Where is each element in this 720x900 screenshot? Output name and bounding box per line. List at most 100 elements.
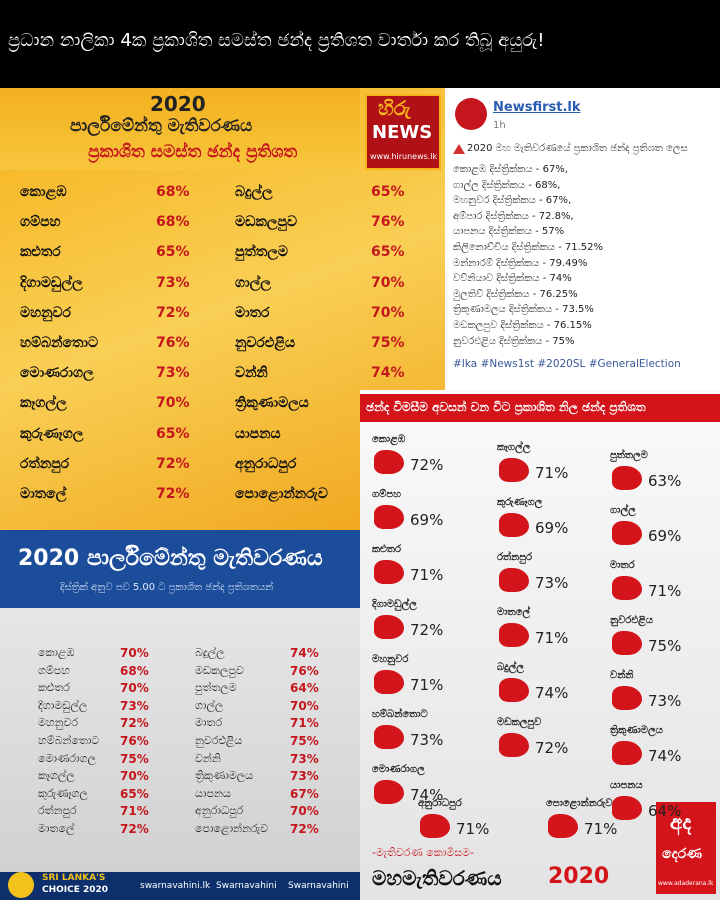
alert-icon xyxy=(453,144,465,154)
district-name: කළුතර xyxy=(372,544,402,555)
district-name: කෑගල්ල xyxy=(20,395,67,412)
post-line: යාපනය දිස්ත්‍රික්කය - 57% xyxy=(453,226,565,238)
turnout-value: 72% xyxy=(120,716,149,731)
district-name: බදුල්ල xyxy=(235,184,273,200)
district-name: පුත්තලම xyxy=(195,681,237,695)
district-name: මොණරාගල xyxy=(20,365,94,382)
post-time: 1h xyxy=(493,120,506,131)
district-name: ත්‍රිකුණාමලය xyxy=(610,725,663,736)
facebook: Swarnavahini xyxy=(216,881,277,891)
turnout-value: 76% xyxy=(156,335,190,351)
turnout-value: 72% xyxy=(290,822,319,836)
turnout-value: 70% xyxy=(120,646,149,660)
district-name: යාපනය xyxy=(610,780,643,791)
district-name: කෑගල්ල xyxy=(497,442,531,453)
district-name: කළුතර xyxy=(20,244,61,261)
turnout-value: 64% xyxy=(290,681,319,696)
district-name: මඩකලපුව xyxy=(235,214,298,231)
district-name: ගම්පහ xyxy=(38,663,70,677)
post-line: වව්නියාව දිස්ත්‍රික්කය - 74% xyxy=(453,273,572,285)
district-name: හම්බන්තොට xyxy=(38,734,100,747)
post-line: නුවරඑළිය දිස්ත්‍රික්කය - 75% xyxy=(453,335,575,347)
turnout-value: 69% xyxy=(535,519,569,537)
district-name: මොණරාගල xyxy=(38,751,96,765)
turnout-value: 74% xyxy=(371,365,405,382)
district-name: යාපනය xyxy=(195,786,231,800)
youtube: Swarnavahini xyxy=(288,881,349,891)
district-name: රත්නපුර xyxy=(20,455,70,472)
hiru-website: www.hirunews.lk xyxy=(370,152,438,161)
turnout-value: 72% xyxy=(535,739,569,757)
district-name: දිගාමඩුල්ල xyxy=(20,274,83,291)
turnout-value: 71% xyxy=(535,464,569,482)
district-map xyxy=(374,505,404,529)
district-name: මාතර xyxy=(195,716,223,730)
newsfirst-avatar xyxy=(455,98,487,130)
district-name: පුත්තලම xyxy=(610,450,648,461)
district-name: නුවරඑළිය xyxy=(610,615,653,626)
district-name: දිගාමඩුල්ල xyxy=(38,698,88,712)
hiru-header xyxy=(0,88,360,170)
page-name: Newsfirst.lk xyxy=(493,100,581,115)
turnout-value: 71% xyxy=(410,566,444,584)
district-name: මාතලේ xyxy=(20,486,67,502)
swarnavahini-title-bar xyxy=(0,530,360,608)
turnout-value: 71% xyxy=(290,716,319,731)
turnout-value: 74% xyxy=(648,747,682,765)
post-line: ත්‍රිකුණාමලය දිස්ත්‍රික්කය - 73.5% xyxy=(453,304,594,316)
district-map xyxy=(374,615,404,639)
district-map xyxy=(612,576,642,600)
turnout-value: 70% xyxy=(371,304,405,321)
hashtags: #Ika #News1st #2020SL #GeneralElection xyxy=(453,358,681,370)
district-name: වන්නි xyxy=(610,670,634,681)
turnout-value: 69% xyxy=(410,511,444,529)
derana-header-bar xyxy=(360,394,720,422)
turnout-value: 70% xyxy=(290,804,319,819)
district-name: බදුල්ල xyxy=(195,646,225,659)
district-name: කොළඹ xyxy=(372,434,406,445)
district-name: ගාල්ල xyxy=(235,274,271,291)
logo-top: අද xyxy=(670,810,692,834)
district-name: පුත්තලම xyxy=(235,244,288,261)
district-name: හම්බන්තොට xyxy=(372,709,428,720)
district-name: කෑගල්ල xyxy=(38,769,75,783)
post-line: මහනුවර දිස්ත්‍රික්කය - 67%, xyxy=(453,195,572,207)
district-name: ගම්පහ xyxy=(372,489,401,500)
district-map xyxy=(374,725,404,749)
turnout-value: 70% xyxy=(156,395,190,412)
district-name: මාතර xyxy=(610,560,635,571)
district-name: මඩකලපුව xyxy=(497,717,542,728)
turnout-value: 71% xyxy=(584,820,618,838)
turnout-value: 71% xyxy=(456,820,490,838)
district-name: හම්බන්තොට xyxy=(20,335,99,351)
derana-panel: ඡන්ද විමසීම අවසන් වන විට ප්‍රකාශිත නිල ඡ… xyxy=(360,390,720,900)
turnout-value: 70% xyxy=(120,769,149,784)
post-line: මන්නාරම් දිස්ත්‍රික්කය - 79.49% xyxy=(453,257,588,269)
turnout-value: 65% xyxy=(156,425,190,442)
district-map xyxy=(374,450,404,474)
district-name: මොණරාගල xyxy=(372,764,425,775)
turnout-value: 65% xyxy=(156,244,190,261)
derana-header: ඡන්ද විමසීම අවසන් වන විට ප්‍රකාශිත නිල ඡ… xyxy=(366,400,646,414)
turnout-value: 71% xyxy=(535,629,569,647)
district-name: මහනුවර xyxy=(20,304,71,321)
district-map xyxy=(499,623,529,647)
turnout-value: 73% xyxy=(410,731,444,749)
district-name: කුරුණෑගල xyxy=(497,497,543,508)
turnout-value: 73% xyxy=(648,692,682,710)
district-name: අනුරාධපුර xyxy=(235,455,297,472)
turnout-value: 63% xyxy=(648,472,682,490)
turnout-value: 73% xyxy=(156,274,190,291)
turnout-value: 68% xyxy=(120,663,149,678)
district-name: අනුරාධපුර xyxy=(195,804,244,818)
turnout-value: 75% xyxy=(290,734,319,748)
turnout-value: 76% xyxy=(290,663,319,678)
brand-sub: CHOICE 2020 xyxy=(42,885,109,895)
turnout-value: 72% xyxy=(156,486,190,502)
district-name: රත්නපුර xyxy=(497,552,533,563)
post-line: මුලතිව් දිස්ත්‍රික්කය - 76.25% xyxy=(453,288,578,300)
district-map xyxy=(548,814,578,838)
hiru-logo xyxy=(365,94,441,170)
banner: ප්‍රධාන නාලිකා 4ක ප්‍රකාශිත සමස්ත ඡන්ද ප… xyxy=(0,0,720,88)
